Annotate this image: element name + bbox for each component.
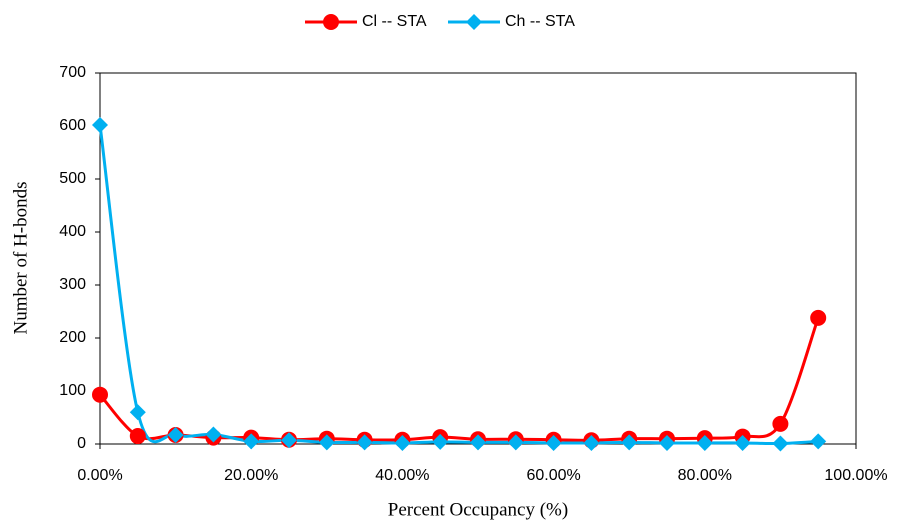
x-tick-label: 20.00% — [224, 467, 278, 484]
plot-area — [99, 72, 857, 445]
legend-label: Ch -- STA — [505, 13, 575, 30]
y-tick-label: 100 — [59, 382, 86, 399]
marker — [129, 404, 146, 421]
marker — [621, 434, 638, 451]
marker — [356, 434, 373, 451]
marker — [470, 434, 486, 451]
x-tick-label: 100.00% — [824, 467, 887, 484]
marker — [129, 428, 146, 445]
marker — [810, 433, 827, 450]
marker — [810, 309, 827, 326]
y-tick-label: 0 — [77, 435, 86, 452]
x-tick-label: 40.00% — [375, 467, 429, 484]
y-tick-label: 500 — [59, 170, 86, 187]
series-line — [98, 317, 820, 442]
x-axis-label: Percent Occupancy (%) — [388, 499, 568, 520]
legend-label: Cl -- STA — [362, 13, 427, 30]
x-tick-label: 80.00% — [678, 467, 732, 484]
marker — [92, 116, 108, 133]
marker — [583, 434, 600, 451]
x-tick-label: 0.00% — [77, 467, 122, 484]
marker — [167, 426, 184, 443]
y-axis-label: Number of H-bonds — [10, 181, 31, 334]
x-tick-label: 60.00% — [526, 467, 580, 484]
y-tick-label: 600 — [59, 117, 86, 134]
marker — [507, 434, 524, 451]
marker — [318, 434, 335, 451]
marker — [696, 434, 713, 451]
y-tick-label: 400 — [59, 223, 86, 240]
marker — [323, 14, 339, 30]
series-line — [98, 124, 819, 446]
y-tick-label: 700 — [59, 64, 86, 81]
marker — [281, 432, 297, 449]
marker — [659, 434, 675, 451]
marker — [772, 415, 789, 432]
marker — [394, 434, 411, 451]
y-tick-label: 200 — [59, 329, 86, 346]
marker — [243, 433, 260, 450]
marker — [545, 434, 562, 451]
marker — [772, 435, 789, 452]
marker — [92, 386, 108, 403]
marker — [205, 426, 222, 443]
marker — [432, 433, 449, 450]
marker — [734, 434, 751, 451]
y-tick-label: 300 — [59, 276, 86, 293]
marker — [466, 14, 482, 30]
